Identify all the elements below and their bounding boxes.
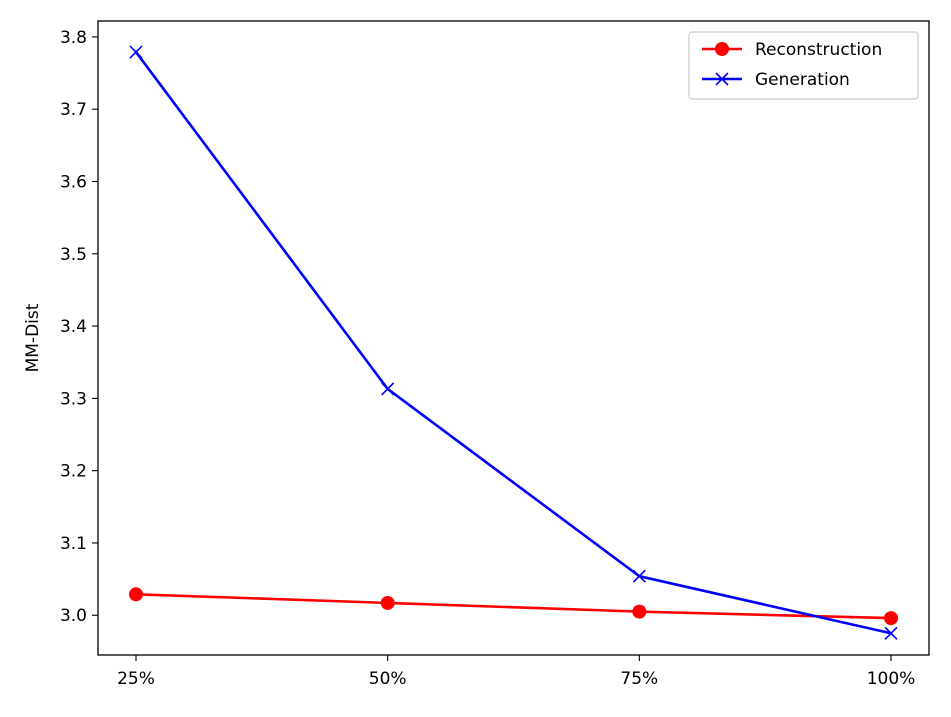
y-tick-label: 3.1 (60, 534, 87, 554)
plot-area (129, 45, 898, 640)
x-tick-label: 25% (117, 669, 155, 689)
y-tick-label: 3.7 (60, 100, 87, 120)
data-point-generation (381, 382, 395, 396)
legend-marker-reconstruction (715, 42, 729, 56)
y-tick-label: 3.8 (60, 28, 87, 48)
data-point-generation (129, 45, 143, 59)
series-line-generation (134, 50, 893, 635)
plot-frame (97, 20, 930, 656)
legend: Reconstruction Generation (688, 31, 919, 100)
data-point-generation (884, 626, 898, 640)
y-tick-label: 3.6 (60, 172, 87, 192)
data-point-reconstruction (129, 587, 143, 602)
axes: 25% 50% 75% 100% 3.0 3.1 3.2 3.3 3.4 3.5 3.6 3.7 3.8 (60, 28, 915, 689)
legend-label-generation: Generation (755, 70, 850, 90)
data-point-reconstruction (380, 595, 395, 610)
legend-label-reconstruction: Reconstruction (755, 40, 882, 60)
legend-marker-generation (715, 72, 729, 86)
x-tick-label: 50% (369, 669, 407, 689)
y-tick-label: 3.3 (60, 389, 87, 409)
legend-box (688, 31, 919, 100)
y-axis-label: MM-Dist (23, 303, 43, 372)
y-tick-label: 3.5 (60, 245, 87, 265)
y-tick-label: 3.0 (60, 606, 87, 626)
data-point-generation (632, 569, 646, 583)
y-tick-label: 3.4 (60, 317, 87, 337)
x-tick-label: 75% (620, 669, 658, 689)
data-point-reconstruction (884, 611, 898, 626)
series-line-reconstruction (134, 592, 893, 620)
data-point-reconstruction (632, 604, 647, 619)
y-tick-label: 3.2 (60, 462, 87, 482)
x-tick-label: 100% (867, 669, 916, 689)
